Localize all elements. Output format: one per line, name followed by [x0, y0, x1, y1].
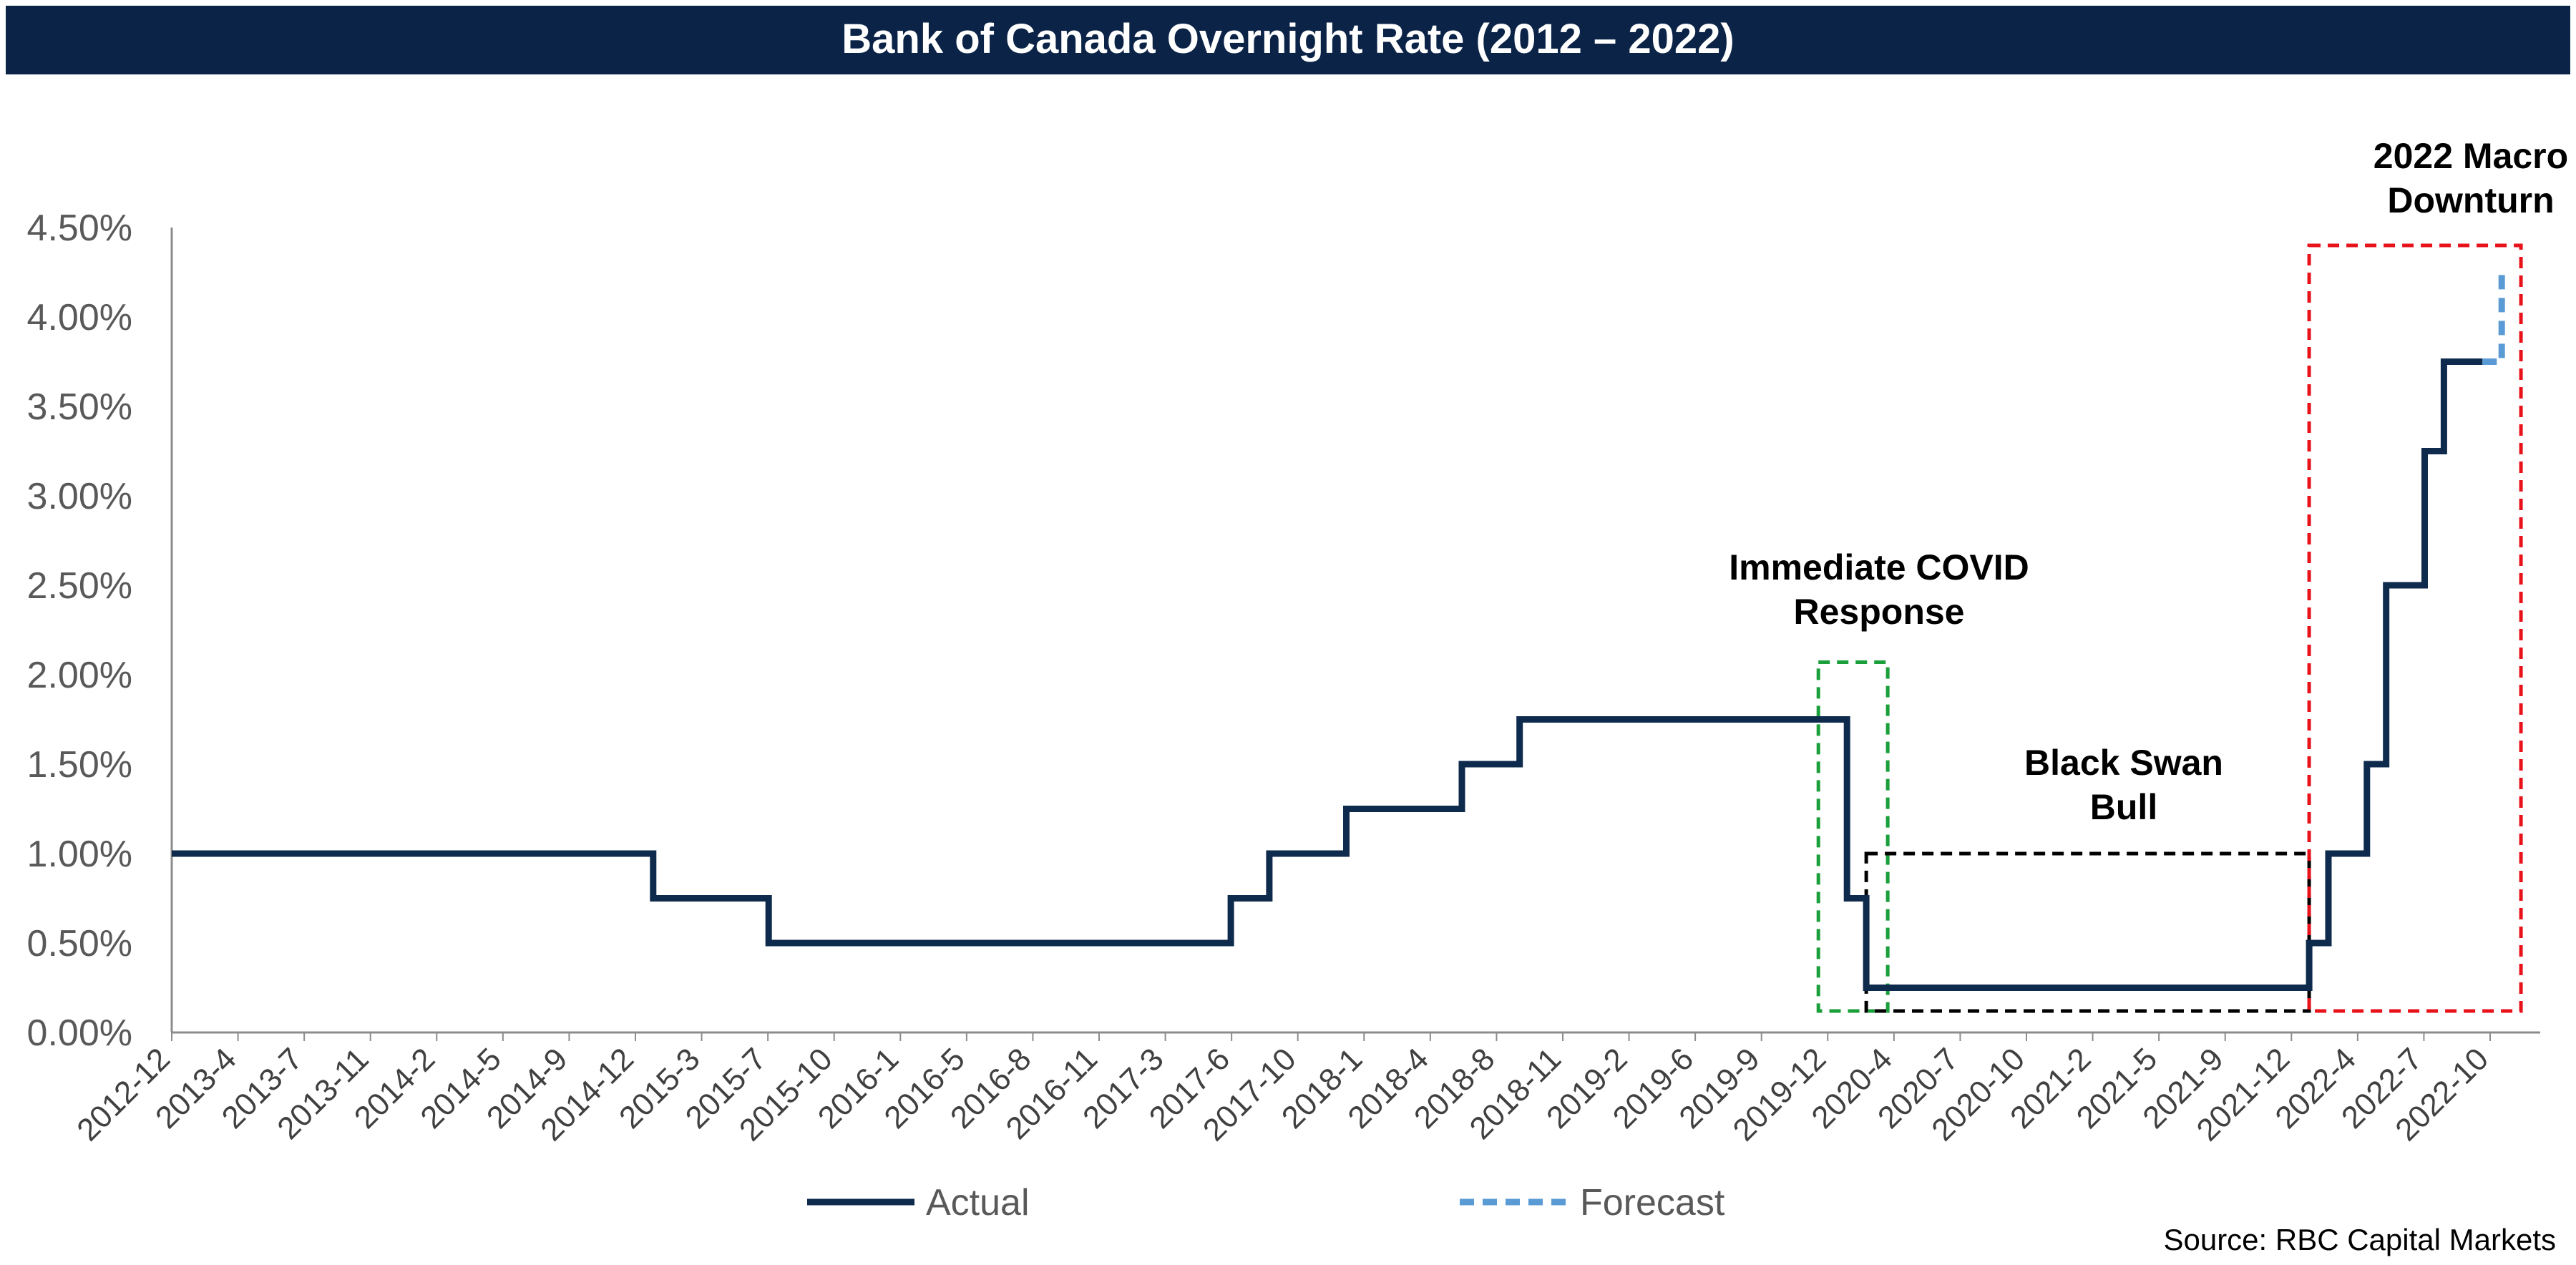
legend-label-actual: Actual [926, 1182, 1030, 1224]
annotation-label: 2022 Macro [2373, 136, 2568, 176]
series-lines [172, 272, 2505, 991]
y-tick-label: 1.50% [27, 744, 132, 786]
legend: Actual Forecast [807, 1182, 1725, 1224]
annotation-box [1816, 660, 1890, 1013]
y-tick-label: 3.00% [27, 476, 132, 517]
legend-label-forecast: Forecast [1580, 1182, 1725, 1224]
y-tick-label: 3.50% [27, 386, 132, 428]
y-tick-label: 0.50% [27, 923, 132, 964]
annotation-label: Black Swan [2024, 743, 2223, 783]
annotation-label: Downturn [2387, 180, 2554, 220]
annotation-label: Immediate COVID [1729, 547, 2029, 587]
series-line-actual [172, 358, 2483, 991]
y-tick-label: 4.00% [27, 297, 132, 338]
x-axis-ticks: 2012-122013-42013-72013-112014-22014-520… [70, 1032, 2495, 1148]
y-tick-label: 1.00% [27, 834, 132, 875]
y-axis-ticks: 0.00% 0.50% 1.00% 1.50% 2.00% 2.50% 3.00% 3.50%… [27, 207, 132, 1054]
annotation-label: Bull [2090, 787, 2157, 827]
title-banner [6, 6, 2570, 74]
y-tick-label: 4.50% [27, 207, 132, 249]
axes [170, 228, 2540, 1034]
y-tick-label: 2.50% [27, 565, 132, 607]
x-tick-label: 2012-12 [70, 1041, 177, 1148]
annotation-box [2307, 243, 2523, 1013]
chart-title: Bank of Canada Overnight Rate (2012 – 20… [841, 16, 1734, 62]
source-note: Source: RBC Capital Markets [2163, 1223, 2556, 1256]
annotation-label: Response [1794, 592, 1965, 632]
y-tick-label: 2.00% [27, 655, 132, 696]
y-tick-label: 0.00% [27, 1012, 132, 1054]
series-line-forecast [2482, 272, 2505, 365]
